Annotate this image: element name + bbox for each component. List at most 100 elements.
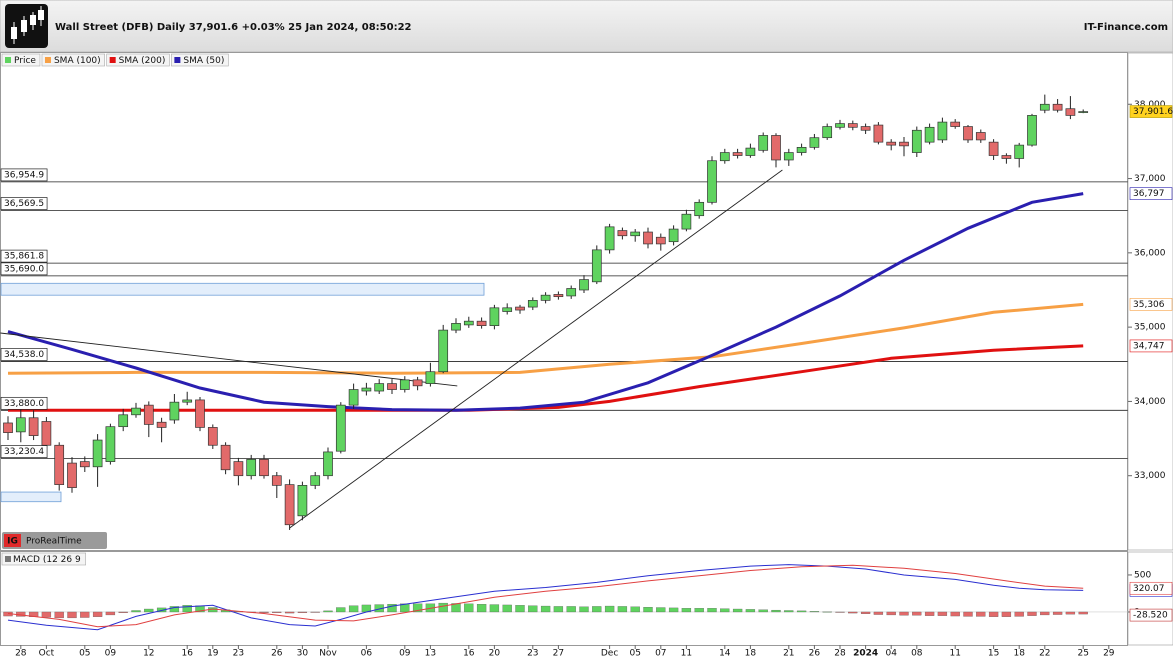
histogram-bar — [348, 605, 359, 613]
zone — [0, 491, 62, 503]
y-tick-label: 34,000 — [1134, 397, 1166, 407]
x-tick-label: 20 — [489, 649, 501, 659]
x-tick-label: 11 — [681, 649, 692, 659]
candle-body — [143, 404, 154, 425]
histogram-bar — [848, 611, 858, 614]
histogram-bar — [489, 604, 500, 613]
indicator-line — [7, 564, 1084, 631]
x-tick-label: Oct — [39, 649, 55, 659]
legend-label: SMA (100) — [54, 56, 101, 66]
candle-body — [451, 323, 461, 331]
candle-body — [28, 417, 39, 436]
histogram-bar — [464, 603, 474, 613]
level-label: 33,230.4 — [4, 447, 44, 457]
histogram-bar — [1040, 611, 1050, 616]
histogram-bar — [886, 611, 896, 616]
x-tick-label: 2024 — [853, 649, 878, 659]
histogram-bar — [988, 611, 999, 617]
histogram-bar — [118, 611, 128, 613]
histogram-bar — [707, 608, 717, 613]
candle-body — [169, 401, 180, 421]
candle-body — [92, 439, 103, 468]
histogram-bar — [720, 608, 730, 613]
candle-body — [694, 201, 705, 217]
candle-body — [1014, 144, 1025, 159]
histogram-bar — [182, 605, 192, 613]
x-tick-label: 06 — [361, 649, 373, 659]
value-tag: 37,901.6 — [1133, 107, 1173, 117]
histogram-bar — [92, 611, 103, 617]
level-label-bg — [0, 262, 48, 276]
histogram-bar — [41, 611, 52, 618]
legend-item — [106, 53, 170, 67]
y-tick-label: 33,000 — [1134, 471, 1166, 481]
histogram-bar — [1001, 611, 1012, 617]
histogram-bar — [105, 611, 116, 616]
value-tag-bg — [1129, 339, 1173, 353]
legend-label: SMA (50) — [183, 56, 224, 66]
histogram-bar — [297, 611, 308, 613]
candle-body — [41, 421, 52, 446]
candle-body — [809, 137, 820, 148]
histogram-bar — [476, 604, 487, 613]
candle-body — [131, 407, 141, 416]
histogram-bar — [336, 607, 346, 613]
candle-body — [950, 121, 961, 127]
candle-body — [182, 399, 193, 403]
candle-body — [502, 307, 513, 312]
candle-body — [259, 459, 269, 477]
x-tick-label: 15 — [988, 649, 999, 659]
histogram-bar — [630, 606, 640, 613]
logo — [5, 4, 48, 48]
candle-body — [591, 249, 602, 283]
level-label: 35,690.0 — [4, 264, 44, 274]
watermark-bg — [2, 532, 107, 549]
candle-body — [835, 123, 845, 128]
candle-body — [975, 132, 986, 141]
x-tick-label: 13 — [425, 649, 436, 659]
level-label-bg — [0, 445, 48, 458]
candle-body — [195, 399, 205, 428]
candle-body — [1027, 115, 1037, 146]
histogram-bar — [963, 611, 973, 617]
histogram-bar — [924, 611, 935, 616]
macd-axis — [1127, 551, 1173, 646]
x-tick-label: 26 — [809, 649, 821, 659]
histogram-bar — [67, 611, 77, 619]
chart-title: Wall Street (DFB) Daily 37,901.6 +0.03% … — [55, 22, 412, 33]
candle-body — [399, 379, 410, 390]
indicator-line — [7, 302, 1084, 375]
candle-body — [758, 135, 769, 151]
histogram-bar — [617, 606, 628, 613]
histogram-bar — [643, 607, 653, 613]
histogram-bar — [694, 608, 704, 613]
candle-body — [655, 236, 666, 245]
x-tick-label: 28 — [15, 649, 27, 659]
candle-body — [310, 475, 321, 486]
level-label-bg — [0, 168, 48, 182]
candle-body — [963, 126, 973, 141]
value-tag-bg — [1129, 608, 1173, 622]
candle-body — [566, 288, 577, 297]
x-tick-label: 25 — [1077, 649, 1088, 659]
legend-label: Price — [14, 56, 36, 66]
candle-body — [553, 294, 564, 298]
candle-body — [745, 147, 756, 156]
histogram-bar — [899, 611, 909, 616]
candle-body — [732, 152, 743, 156]
histogram-bar — [54, 611, 64, 619]
x-tick-label: 22 — [1039, 649, 1050, 659]
level-label-bg — [0, 197, 48, 210]
x-tick-label: 16 — [463, 649, 475, 659]
candle-body — [860, 126, 871, 131]
candle-body — [579, 279, 589, 291]
candle-body — [1001, 155, 1012, 159]
trendline — [289, 169, 783, 529]
candle-body — [911, 129, 922, 153]
candle-body — [822, 126, 833, 139]
histogram-bar — [656, 607, 666, 613]
candle-body — [1065, 108, 1076, 116]
candle-body — [527, 300, 538, 308]
x-tick-label: 21 — [783, 649, 794, 659]
